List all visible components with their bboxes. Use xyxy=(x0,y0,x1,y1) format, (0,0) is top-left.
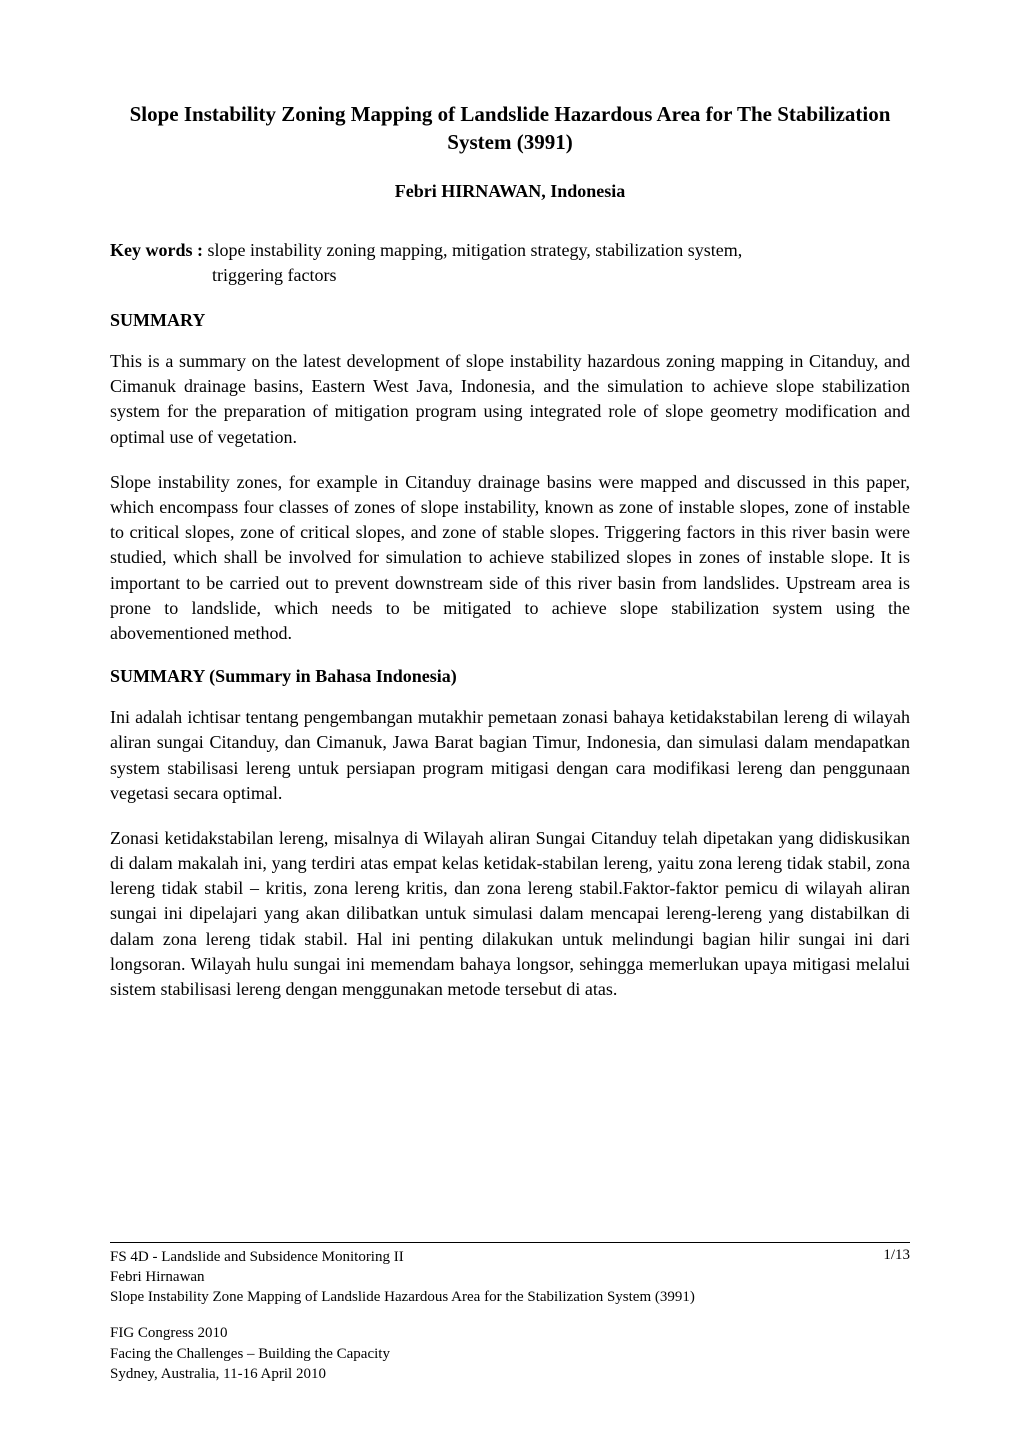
footer-author: Febri Hirnawan xyxy=(110,1267,695,1287)
footer-paper-title: Slope Instability Zone Mapping of Landsl… xyxy=(110,1287,695,1307)
summary-heading-en: SUMMARY xyxy=(110,310,910,331)
footer-theme: Facing the Challenges – Building the Cap… xyxy=(110,1344,910,1364)
summary-p1-id: Ini adalah ichtisar tentang pengembangan… xyxy=(110,705,910,806)
footer-separator xyxy=(110,1242,910,1243)
keywords-block: Key words : slope instability zoning map… xyxy=(110,238,910,288)
page-number: 1/13 xyxy=(883,1247,910,1264)
author-line: Febri HIRNAWAN, Indonesia xyxy=(110,181,910,202)
keywords-label: Key words : xyxy=(110,240,203,260)
keywords-line1: slope instability zoning mapping, mitiga… xyxy=(203,240,742,260)
footer-location: Sydney, Australia, 11-16 April 2010 xyxy=(110,1364,910,1384)
summary-p2-id: Zonasi ketidakstabilan lereng, misalnya … xyxy=(110,826,910,1002)
page-footer: FS 4D - Landslide and Subsidence Monitor… xyxy=(110,1242,910,1385)
summary-heading-id: SUMMARY (Summary in Bahasa Indonesia) xyxy=(110,666,910,687)
footer-conference: FIG Congress 2010 xyxy=(110,1323,910,1343)
paper-title: Slope Instability Zoning Mapping of Land… xyxy=(110,100,910,157)
keywords-line2: triggering factors xyxy=(110,263,910,288)
summary-p1-en: This is a summary on the latest developm… xyxy=(110,349,910,450)
summary-p2-en: Slope instability zones, for example in … xyxy=(110,470,910,646)
footer-session: FS 4D - Landslide and Subsidence Monitor… xyxy=(110,1247,695,1267)
